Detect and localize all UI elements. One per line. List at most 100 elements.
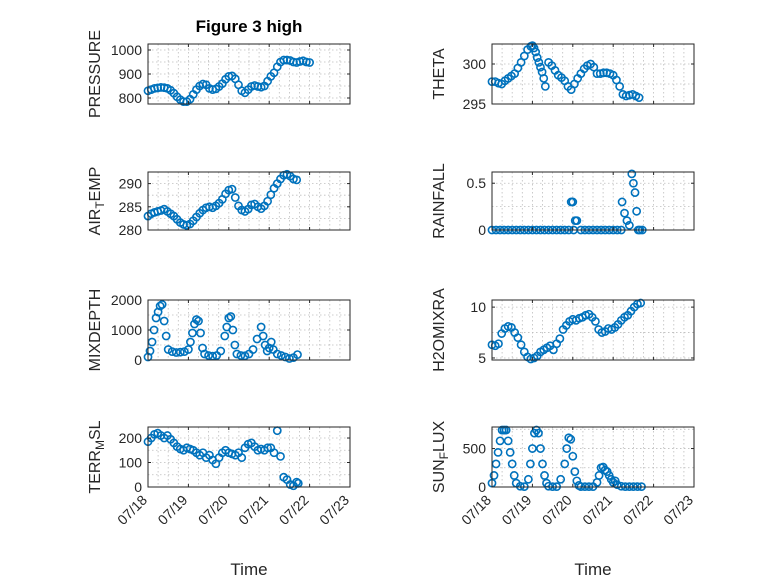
data-point xyxy=(145,346,155,356)
data-point xyxy=(591,316,600,326)
y-axis-label: SUNFLUX xyxy=(431,421,451,494)
data-point xyxy=(560,459,570,469)
data-point xyxy=(534,428,543,438)
data-point xyxy=(566,434,576,444)
data-point xyxy=(155,301,165,311)
x-tick-label: 07/23 xyxy=(316,492,352,528)
y-tick-label: 200 xyxy=(119,430,143,446)
y-axis-label: RAINFALL xyxy=(431,163,448,239)
chart-title: Figure 3 high xyxy=(196,17,303,36)
y-axis-label-main: RAINFALL xyxy=(431,163,448,239)
data-point xyxy=(544,481,553,491)
data-point xyxy=(494,339,503,349)
data-point xyxy=(161,331,171,341)
panel-terr_msl: 0 100 200 07/18 07/19 07/20 07/21 07/22 07/23 Tim… xyxy=(87,420,352,579)
x-tick-label: 07/19 xyxy=(498,492,534,528)
data-point xyxy=(263,443,272,453)
data-point xyxy=(531,47,541,57)
data-point xyxy=(493,447,503,457)
y-axis-label: MIXDEPTH xyxy=(87,289,104,372)
data-point xyxy=(513,333,523,343)
x-tick-label: 07/19 xyxy=(154,492,190,528)
data-point xyxy=(616,481,626,491)
data-point xyxy=(503,436,513,446)
y-axis-label-tail: LUX xyxy=(431,421,448,452)
data-point xyxy=(280,352,290,362)
y-axis-label: AIRTEMP xyxy=(87,167,107,236)
data-point xyxy=(627,169,637,179)
axes-frame xyxy=(491,299,695,361)
data-point xyxy=(276,351,286,360)
data-point xyxy=(532,53,542,62)
series-markers xyxy=(487,298,646,364)
data-point xyxy=(540,471,549,480)
data-point xyxy=(572,216,582,226)
data-point xyxy=(629,178,638,188)
data-point xyxy=(284,354,294,363)
y-tick-label: 1000 xyxy=(111,322,142,338)
data-point xyxy=(630,188,640,197)
data-point xyxy=(564,433,574,443)
y-tick-label: 2000 xyxy=(111,292,142,308)
data-point xyxy=(636,298,646,308)
axes-frame xyxy=(491,43,695,105)
y-axis-label-main: SUN xyxy=(431,459,448,493)
data-point xyxy=(230,193,240,202)
y-axis-label: PRESSURE xyxy=(87,30,104,118)
data-point xyxy=(536,444,545,453)
y-axis-label-subscript: F xyxy=(437,452,451,459)
data-point xyxy=(157,300,167,309)
y-tick-label: 5 xyxy=(478,350,486,366)
y-axis-label: TERRMSL xyxy=(87,420,107,493)
x-tick-label: 07/18 xyxy=(114,492,150,528)
data-point xyxy=(220,331,230,341)
plot-area xyxy=(492,300,694,360)
data-point xyxy=(617,197,627,207)
data-point xyxy=(200,349,209,359)
data-point xyxy=(293,350,302,359)
y-axis-label-subscript: T xyxy=(93,201,107,209)
data-point xyxy=(495,436,505,446)
data-point xyxy=(570,467,580,477)
x-tick-label: 07/22 xyxy=(620,492,656,528)
y-axis-label: THETA xyxy=(431,48,448,100)
data-point xyxy=(539,74,549,83)
data-point xyxy=(534,58,544,67)
y-tick-label: 0 xyxy=(134,479,142,495)
data-point xyxy=(540,82,550,91)
x-tick-label: 07/18 xyxy=(458,492,494,528)
y-tick-label: 0 xyxy=(478,479,486,495)
data-point xyxy=(568,451,578,461)
panel-pressure: 800 900 1000 PRESSURE Figure 3 high xyxy=(87,17,351,118)
data-point xyxy=(562,444,572,453)
y-axis-label-main: PRESSURE xyxy=(87,30,104,118)
data-point xyxy=(236,351,246,360)
y-axis-label-main: MIXDEPTH xyxy=(87,289,104,372)
data-point xyxy=(188,328,197,338)
y-tick-label: 900 xyxy=(119,66,143,82)
data-point xyxy=(216,346,226,356)
data-point xyxy=(228,325,238,335)
data-point xyxy=(620,208,629,218)
x-tick-label: 07/20 xyxy=(539,492,575,528)
data-point xyxy=(509,471,519,480)
y-axis-label-main: AIR xyxy=(87,209,104,236)
data-point xyxy=(536,62,545,72)
data-point xyxy=(194,316,203,326)
data-point xyxy=(555,334,565,344)
data-point xyxy=(258,331,268,341)
data-point xyxy=(272,349,282,359)
y-tick-label: 285 xyxy=(119,199,143,215)
data-point xyxy=(226,312,236,321)
data-point xyxy=(269,448,279,458)
panel-sun_flux: 0 500 07/18 07/19 07/20 07/21 07/22 07/23 Time SU… xyxy=(431,421,696,579)
data-point xyxy=(556,474,566,484)
data-point xyxy=(568,197,578,207)
y-axis-label: H2OMIXRA xyxy=(431,288,448,372)
data-point xyxy=(227,184,237,194)
y-axis-label-tail: EMP xyxy=(87,167,104,202)
data-point xyxy=(292,477,302,487)
data-point xyxy=(538,459,547,469)
x-axis-label: Time xyxy=(230,560,267,579)
